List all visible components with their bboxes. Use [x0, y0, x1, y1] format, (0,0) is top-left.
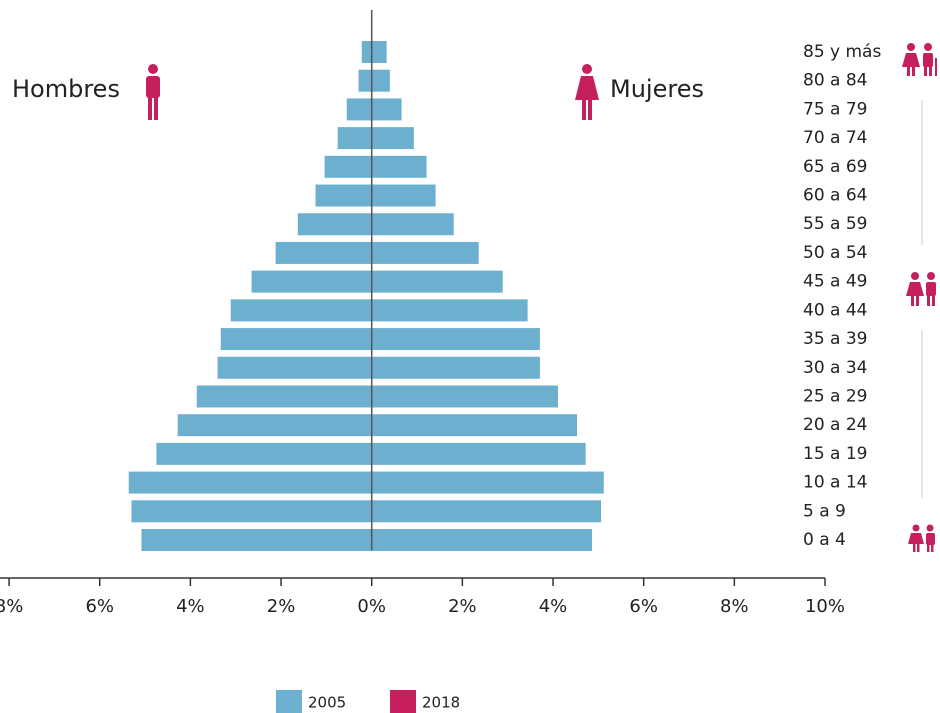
bar	[230, 299, 372, 322]
bar	[371, 356, 540, 379]
bar	[346, 98, 372, 121]
x-tick-label: 4%	[539, 596, 568, 617]
x-tick-label: 10%	[805, 596, 845, 617]
bar	[358, 69, 372, 92]
category-label: 30 a 34	[803, 358, 868, 378]
x-tick-label: 8%	[720, 596, 749, 617]
category-label: 70 a 74	[803, 128, 868, 148]
bar	[371, 155, 427, 178]
category-label: 15 a 19	[803, 444, 868, 464]
bar	[371, 442, 586, 465]
legend-label: 2018	[422, 694, 460, 712]
x-tick-label: 4%	[176, 596, 205, 617]
bar	[220, 328, 372, 351]
x-tick-label: 8%	[0, 596, 23, 617]
category-label: 0 a 4	[803, 530, 846, 550]
category-label: 60 a 64	[803, 186, 868, 206]
bar	[141, 529, 372, 551]
category-label: 45 a 49	[803, 272, 868, 292]
category-label: 80 a 84	[803, 71, 868, 91]
x-tick-label: 6%	[629, 596, 658, 617]
bar	[371, 213, 454, 236]
bar	[337, 127, 372, 150]
x-tick-label: 0%	[357, 596, 386, 617]
bar	[371, 184, 436, 207]
bar	[371, 41, 387, 63]
x-tick-label: 6%	[85, 596, 114, 617]
category-label: 55 a 59	[803, 214, 868, 234]
bar	[371, 414, 578, 437]
bar	[371, 471, 604, 494]
bar	[371, 500, 602, 523]
left-label: Hombres	[12, 75, 120, 103]
category-label: 85 y más	[803, 42, 881, 62]
bar	[251, 270, 372, 293]
category-label: 25 a 29	[803, 386, 868, 406]
bar	[371, 385, 559, 408]
bar	[128, 471, 372, 494]
bar	[217, 356, 372, 379]
category-label: 40 a 44	[803, 300, 868, 320]
category-label: 20 a 24	[803, 415, 868, 435]
x-tick-label: 2%	[267, 596, 296, 617]
x-tick-label: 2%	[448, 596, 477, 617]
bar	[371, 98, 402, 121]
icons	[146, 43, 937, 552]
category-label: 10 a 14	[803, 473, 868, 493]
bar	[297, 213, 372, 236]
right-label: Mujeres	[610, 75, 704, 103]
bar	[177, 414, 372, 437]
bar	[371, 529, 593, 551]
category-label: 50 a 54	[803, 243, 868, 263]
legend-swatch	[276, 690, 302, 713]
category-label: 5 a 9	[803, 501, 846, 521]
category-label: 75 a 79	[803, 99, 868, 119]
legend-swatch	[390, 690, 416, 713]
bar	[131, 500, 372, 523]
bar	[361, 41, 372, 63]
bar	[371, 241, 479, 264]
bar	[371, 299, 528, 322]
category-label: 65 a 69	[803, 157, 868, 177]
legend-label: 2005	[308, 694, 346, 712]
bar	[324, 155, 372, 178]
bar	[371, 69, 390, 92]
bar	[196, 385, 372, 408]
bar	[371, 270, 503, 293]
category-label: 35 a 39	[803, 329, 868, 349]
bar	[156, 442, 372, 465]
bar	[275, 241, 372, 264]
bar	[371, 328, 540, 351]
bar	[371, 127, 414, 150]
bar	[315, 184, 372, 207]
